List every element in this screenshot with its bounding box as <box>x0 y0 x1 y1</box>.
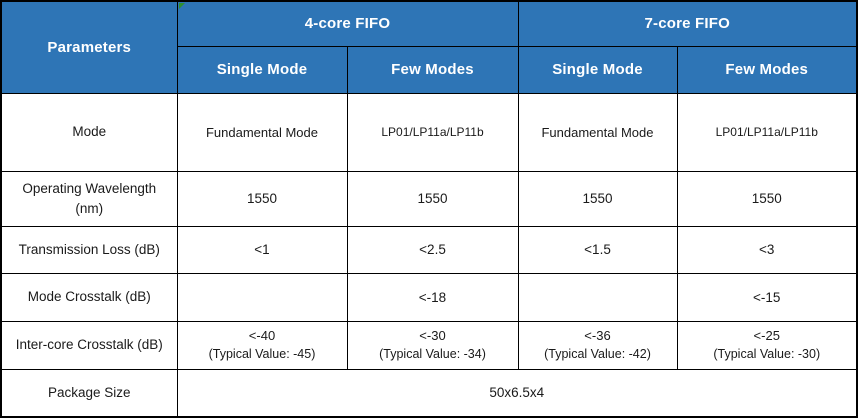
table-row-mode-crosstalk: Mode Crosstalk (dB) <-18 <-15 <box>0 272 858 322</box>
header-row-groups: Parameters 4-core FIFO 7-core FIFO <box>0 0 858 94</box>
header-row-modes: Single Mode Few Modes Single Mode Few Mo… <box>1 45 858 94</box>
cell-interx-7core-few: <-25 (Typical Value: -30) <box>676 320 858 370</box>
row-label-package-size: Package Size <box>0 368 178 418</box>
cell-wavelength-4core-single: 1550 <box>176 170 348 227</box>
row-label-mode-crosstalk: Mode Crosstalk (dB) <box>0 272 178 322</box>
green-corner-marker-icon <box>178 3 185 9</box>
row-label-wavelength: Operating Wavelength (nm) <box>0 170 178 227</box>
cell-mode-7core-single: Fundamental Mode <box>517 92 678 172</box>
cell-loss-7core-single: <1.5 <box>517 225 678 274</box>
parameters-header-cell: Parameters <box>0 0 178 94</box>
subheader-4core-single-mode: Single Mode <box>176 45 348 94</box>
row-label-mode: Mode <box>0 92 178 172</box>
cell-mode-4core-single: Fundamental Mode <box>176 92 348 172</box>
cell-modex-4core-few: <-18 <box>346 272 519 322</box>
group-header-4core-label: 4-core FIFO <box>304 15 391 33</box>
intercore-typical-note: (Typical Value: -30) <box>713 347 821 362</box>
intercore-value: <-25 <box>753 327 780 343</box>
table-row-intercore-crosstalk: Inter-core Crosstalk (dB) <-40 (Typical … <box>0 320 858 370</box>
cell-loss-4core-few: <2.5 <box>346 225 519 274</box>
intercore-value: <-40 <box>248 327 276 343</box>
cell-modex-7core-single <box>517 272 678 322</box>
cell-wavelength-4core-few: 1550 <box>346 170 519 227</box>
group-header-7core: 7-core FIFO <box>517 0 858 47</box>
cell-wavelength-7core-few: 1550 <box>676 170 858 227</box>
table-row-transmission-loss: Transmission Loss (dB) <1 <2.5 <1.5 <3 <box>0 225 858 274</box>
table-row-wavelength: Operating Wavelength (nm) 1550 1550 1550… <box>0 170 858 227</box>
cell-interx-4core-few: <-30 (Typical Value: -34) <box>346 320 519 370</box>
intercore-typical-note: (Typical Value: -42) <box>544 347 651 362</box>
group-header-4core: 4-core FIFO <box>176 0 519 47</box>
cell-loss-7core-few: <3 <box>676 225 858 274</box>
subheader-7core-single-mode: Single Mode <box>517 45 678 94</box>
cell-modex-4core-single <box>176 272 348 322</box>
cell-wavelength-7core-single: 1550 <box>517 170 678 227</box>
cell-package-size-merged: 50x6.5x4 <box>176 368 858 418</box>
intercore-typical-note: (Typical Value: -45) <box>208 347 316 362</box>
intercore-value: <-36 <box>584 327 611 343</box>
intercore-value: <-30 <box>419 327 446 343</box>
cell-interx-4core-single: <-40 (Typical Value: -45) <box>176 320 348 370</box>
row-label-intercore-crosstalk: Inter-core Crosstalk (dB) <box>0 320 178 370</box>
cell-mode-4core-few: LP01/LP11a/LP11b <box>346 92 519 172</box>
row-label-transmission-loss: Transmission Loss (dB) <box>0 225 178 274</box>
cell-loss-4core-single: <1 <box>176 225 348 274</box>
cell-modex-7core-few: <-15 <box>676 272 858 322</box>
intercore-typical-note: (Typical Value: -34) <box>379 347 486 362</box>
table-row-mode: Mode Fundamental Mode LP01/LP11a/LP11b F… <box>0 92 858 172</box>
subheader-4core-few-modes: Few Modes <box>346 45 519 94</box>
cell-mode-7core-few: LP01/LP11a/LP11b <box>676 92 858 172</box>
table-row-package-size: Package Size 50x6.5x4 <box>0 368 858 418</box>
subheader-7core-few-modes: Few Modes <box>676 45 858 94</box>
group-header-7core-label: 7-core FIFO <box>644 15 731 33</box>
cell-interx-7core-single: <-36 (Typical Value: -42) <box>517 320 678 370</box>
